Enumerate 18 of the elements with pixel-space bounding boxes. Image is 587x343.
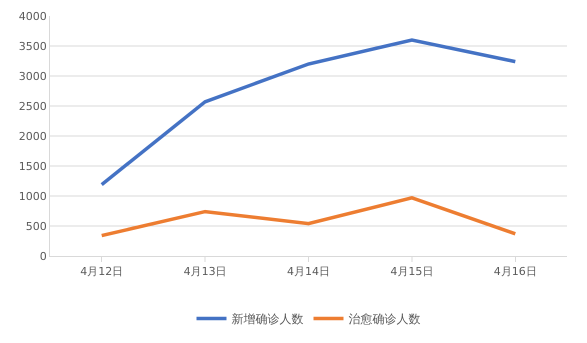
y-tick-label: 2000: [18, 130, 47, 143]
y-tick-label: 3000: [18, 70, 47, 83]
y-tick-label: 0: [40, 250, 47, 263]
y-tick-label: 2500: [18, 100, 47, 113]
y-tick-label: 3500: [18, 40, 47, 53]
x-tick-label: 4月13日: [184, 265, 227, 278]
x-tick-label: 4月15日: [390, 265, 434, 278]
legend-label: 治愈确诊人数: [348, 312, 420, 326]
y-tick-label: 1500: [18, 160, 47, 173]
y-tick-label: 500: [26, 220, 47, 233]
y-tick-label: 1000: [18, 190, 47, 203]
line-series: [100, 196, 518, 238]
x-tick-label: 4月16日: [494, 265, 537, 278]
x-tick-label: 4月12日: [80, 265, 124, 278]
x-tick-label: 4月14日: [287, 265, 330, 278]
y-tick-label: 4000: [18, 10, 47, 23]
line-series: [100, 38, 518, 186]
legend-label: 新增确诊人数: [232, 312, 304, 326]
